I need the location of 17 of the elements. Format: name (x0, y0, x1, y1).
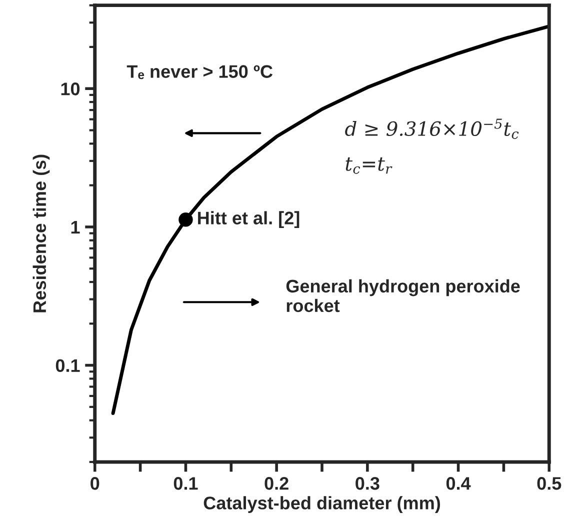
line-series (111, 24, 550, 415)
y-tick-label: 1 (71, 221, 80, 234)
annotation: d ≥ 9.316×10$^{−5}$t$_{c}$ (345, 118, 519, 139)
x-tick-label: 0.1 (174, 477, 198, 490)
x-tick-label: 0.5 (537, 477, 562, 490)
x-tick-label: 0.3 (356, 477, 380, 490)
x-tick-label: 0.4 (446, 477, 471, 490)
y-tick-label: 0.1 (56, 359, 80, 372)
annotation: Tₑ never > 150 ºC (126, 65, 273, 80)
y-axis-title: Residence time (s) (32, 154, 50, 312)
annotation: t$_{c}$=t$_{r}$ (346, 157, 392, 174)
x-tick-label: 0.2 (264, 477, 288, 490)
annotation: Hitt et al. [2] (198, 211, 300, 228)
x-axis-title: Catalyst-bed diameter (mm) (204, 496, 440, 513)
annotation: General hydrogen peroxide rocket (286, 279, 520, 312)
y-tick-label: 10 (61, 82, 80, 96)
x-tick-label: 0 (90, 477, 100, 490)
